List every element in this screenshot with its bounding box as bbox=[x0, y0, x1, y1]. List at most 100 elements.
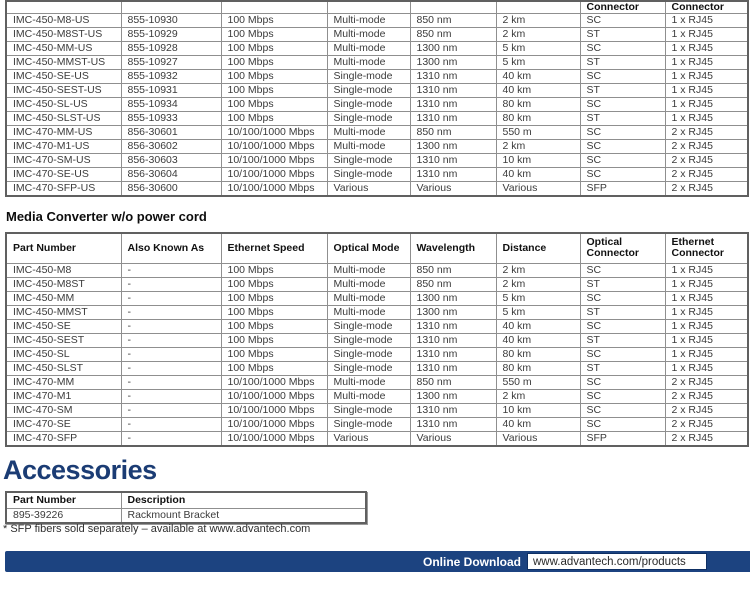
table-cell: Multi-mode bbox=[326, 388, 411, 404]
table-cell: SC bbox=[579, 402, 666, 418]
table-cell: 40 km bbox=[495, 318, 581, 334]
table-cell: ST bbox=[579, 55, 666, 70]
table-cell: Single-mode bbox=[326, 111, 411, 126]
table-cell: 1310 nm bbox=[409, 97, 497, 112]
column-header: Optical Mode bbox=[326, 232, 411, 264]
table-cell: IMC-450-SE bbox=[5, 318, 122, 334]
table-row: IMC-450-M8-100 Mbps Multi-mode 850 nm 2 km S… bbox=[5, 262, 749, 278]
table-row: IMC-470-SM-US 856-30603 10/100/1000 Mbps Si… bbox=[5, 153, 749, 168]
table-cell: 1310 nm bbox=[409, 360, 497, 376]
table-cell: Single-mode bbox=[326, 360, 411, 376]
table-cell: 2 km bbox=[495, 27, 581, 42]
table-cell: IMC-450-MMST-US bbox=[5, 55, 122, 70]
table-cell: 40 km bbox=[495, 332, 581, 348]
table-cell: 10/100/1000 Mbps bbox=[220, 181, 328, 197]
table-cell: ST bbox=[579, 332, 666, 348]
table-cell: 100 Mbps bbox=[220, 41, 328, 56]
table-cell: IMC-450-SE-US bbox=[5, 69, 122, 84]
table-cell: Various bbox=[326, 181, 411, 197]
table-cell: SC bbox=[579, 139, 666, 154]
column-header bbox=[326, 0, 411, 14]
table-cell: 1310 nm bbox=[409, 111, 497, 126]
table-cell: ST bbox=[579, 276, 666, 292]
table-header-row: Connector Connector bbox=[5, 0, 749, 14]
table-cell: 100 Mbps bbox=[220, 13, 328, 28]
table-row: IMC-470-SFP -10/100/1000 Mbps Various Vario… bbox=[5, 430, 749, 446]
table-cell: 855-10932 bbox=[120, 69, 222, 84]
table-cell: 850 nm bbox=[409, 27, 497, 42]
table-cell: 100 Mbps bbox=[220, 290, 328, 306]
table-cell: 1 x RJ45 bbox=[664, 13, 749, 28]
column-header: Connector bbox=[579, 0, 666, 14]
table-cell: 2 km bbox=[495, 276, 581, 292]
table-row: IMC-450-M8ST-US 855-10929 100 Mbps Multi-mo… bbox=[5, 27, 749, 42]
table-cell: 80 km bbox=[495, 111, 581, 126]
table-row: IMC-450-SEST -100 Mbps Single-mode 1310 nm 4… bbox=[5, 332, 749, 348]
table-cell: 550 m bbox=[495, 125, 581, 140]
table-cell: - bbox=[120, 388, 222, 404]
table-cell: IMC-450-M8ST-US bbox=[5, 27, 122, 42]
table-cell: Single-mode bbox=[326, 318, 411, 334]
table-cell: IMC-470-M1-US bbox=[5, 139, 122, 154]
us-models-table: Connector Connector IMC-450-M8-US 855-1093… bbox=[5, 0, 749, 197]
column-header bbox=[495, 0, 581, 14]
table-cell: 10/100/1000 Mbps bbox=[220, 388, 328, 404]
table-row: IMC-470-MM -10/100/1000 Mbps Multi-mode 850… bbox=[5, 374, 749, 390]
table-cell: 856-30604 bbox=[120, 167, 222, 182]
table-cell: SC bbox=[579, 69, 666, 84]
table-cell: 5 km bbox=[495, 55, 581, 70]
table-cell: - bbox=[120, 360, 222, 376]
table-cell: 100 Mbps bbox=[220, 304, 328, 320]
table-cell: 1310 nm bbox=[409, 167, 497, 182]
table-cell: 1 x RJ45 bbox=[664, 111, 749, 126]
column-header: Wavelength bbox=[409, 232, 497, 264]
table-cell: Various bbox=[326, 430, 411, 446]
table-cell: 550 m bbox=[495, 374, 581, 390]
column-header: Distance bbox=[495, 232, 581, 264]
table-cell: 1300 nm bbox=[409, 388, 497, 404]
table-cell: Single-mode bbox=[326, 97, 411, 112]
table-cell: Multi-mode bbox=[326, 374, 411, 390]
online-download-bar: Online Download www.advantech.com/produc… bbox=[5, 551, 750, 572]
table-cell: - bbox=[120, 416, 222, 432]
table-cell: Multi-mode bbox=[326, 262, 411, 278]
table-cell: SC bbox=[579, 41, 666, 56]
table-cell: 2 x RJ45 bbox=[664, 139, 749, 154]
accessories-table-header: Part Number Description bbox=[5, 491, 367, 509]
table-cell: 1 x RJ45 bbox=[664, 290, 749, 306]
table-cell: 1310 nm bbox=[409, 318, 497, 334]
table-cell: SC bbox=[579, 318, 666, 334]
online-download-label: Online Download bbox=[423, 554, 521, 569]
us-models-table-body: IMC-450-M8-US 855-10930 100 Mbps Multi-mode… bbox=[5, 13, 749, 197]
table-cell: - bbox=[120, 318, 222, 334]
table-cell: Multi-mode bbox=[326, 139, 411, 154]
table-cell: IMC-450-SL-US bbox=[5, 97, 122, 112]
table-cell: SFP bbox=[579, 430, 666, 446]
table-cell: Single-mode bbox=[326, 167, 411, 182]
table-cell: Rackmount Bracket bbox=[120, 508, 367, 524]
table-cell: Single-mode bbox=[326, 346, 411, 362]
table-cell: IMC-470-SE bbox=[5, 416, 122, 432]
table-cell: IMC-470-MM bbox=[5, 374, 122, 390]
table-cell: 10/100/1000 Mbps bbox=[220, 402, 328, 418]
download-url-link[interactable]: www.advantech.com/products bbox=[527, 553, 707, 570]
table-cell: IMC-450-SL bbox=[5, 346, 122, 362]
table-cell: 1 x RJ45 bbox=[664, 41, 749, 56]
table-cell: 2 km bbox=[495, 262, 581, 278]
table-cell: Single-mode bbox=[326, 402, 411, 418]
table-cell: 1 x RJ45 bbox=[664, 55, 749, 70]
table-cell: IMC-470-SFP bbox=[5, 430, 122, 446]
table-cell: IMC-450-MM bbox=[5, 290, 122, 306]
table-cell: SC bbox=[579, 262, 666, 278]
table-cell: 10/100/1000 Mbps bbox=[220, 167, 328, 182]
table-row: IMC-450-SLST-US 855-10933 100 Mbps Single-m… bbox=[5, 111, 749, 126]
table-cell: Various bbox=[409, 430, 497, 446]
table-cell: 100 Mbps bbox=[220, 111, 328, 126]
table-cell: 40 km bbox=[495, 83, 581, 98]
table-cell: 2 km bbox=[495, 388, 581, 404]
table-cell: 1 x RJ45 bbox=[664, 318, 749, 334]
table-cell: - bbox=[120, 290, 222, 306]
table-cell: ST bbox=[579, 360, 666, 376]
table-cell: Multi-mode bbox=[326, 290, 411, 306]
table-row: IMC-470-M1-10/100/1000 Mbps Multi-mode 130… bbox=[5, 388, 749, 404]
